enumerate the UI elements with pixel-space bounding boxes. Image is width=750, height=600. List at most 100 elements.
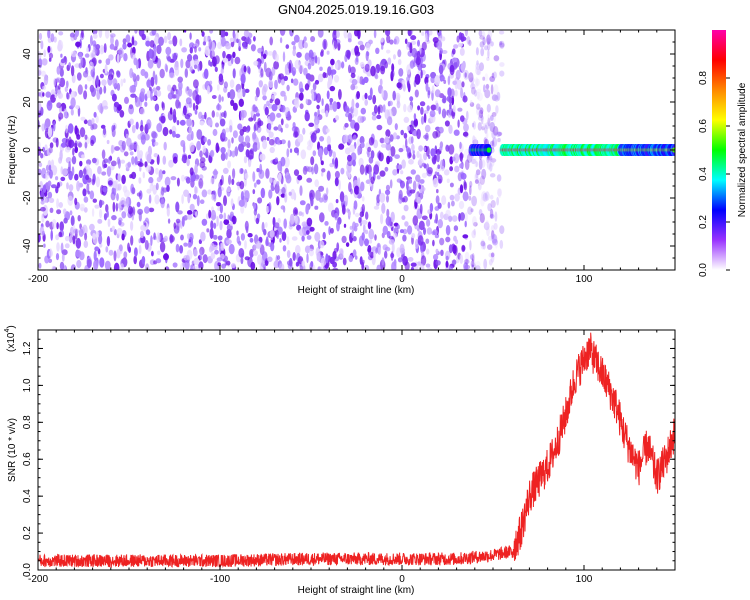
spectrogram-noise-cell <box>414 89 419 98</box>
spectrogram-noise-cell <box>327 66 332 76</box>
spectrogram-noise-cell <box>454 193 460 202</box>
spectrogram-noise-cell <box>201 218 208 226</box>
spectrogram-noise-cell <box>365 211 369 220</box>
spectrogram-noise-cell <box>59 68 64 77</box>
spectrogram-noise-cell <box>215 111 219 118</box>
spectrogram-noise-cell <box>393 38 397 45</box>
spectrogram-noise-cell <box>201 31 205 37</box>
spectrogram-noise-cell <box>166 207 170 217</box>
spectrogram-noise-cell <box>412 153 416 160</box>
spectrogram-noise-cell <box>445 209 451 217</box>
spectrogram-noise-cell <box>314 79 320 85</box>
spectrogram-noise-cell <box>47 30 51 39</box>
spectrogram-noise-cell <box>113 101 120 108</box>
spectrogram-noise-cell <box>253 244 257 250</box>
spectrogram-noise-cell <box>156 176 162 183</box>
spectrogram-noise-cell <box>150 90 153 101</box>
spectrogram-noise-cell <box>471 158 477 165</box>
spectrogram-noise-cell <box>255 240 262 249</box>
spectrogram-noise-cell <box>411 143 415 152</box>
spectrogram-noise-cell <box>326 50 330 55</box>
spectrogram-noise-cell <box>38 32 43 41</box>
spectrogram-noise-cell <box>490 200 496 208</box>
spectrogram-noise-cell <box>381 257 385 266</box>
spectrogram-noise-cell <box>220 241 225 251</box>
spectrogram-noise-cell <box>134 156 138 166</box>
spectrogram-noise-cell <box>210 220 214 230</box>
spectrogram-noise-cell <box>189 142 195 153</box>
spectrogram-noise-cell <box>210 177 215 185</box>
spectrogram-noise-cell <box>186 158 190 167</box>
spectrogram-noise-cell <box>306 230 310 235</box>
spectrogram-noise-cell <box>165 64 168 73</box>
spectrogram-noise-cell <box>483 258 488 270</box>
spectrogram-noise-cell <box>159 241 166 253</box>
spectrogram-noise-cell <box>274 183 280 195</box>
spectrogram-noise-cell <box>228 174 232 185</box>
spectrogram-noise-cell <box>130 235 134 246</box>
spectrogram-noise-cell <box>153 232 156 240</box>
spectrogram-noise-cell <box>144 161 148 168</box>
spectrogram-noise-cell <box>261 221 265 233</box>
spectrogram-noise-cell <box>83 90 88 100</box>
spectrogram-noise-cell <box>486 34 491 45</box>
spectrogram-noise-cell <box>167 32 172 41</box>
spectrogram-noise-cell <box>232 215 236 224</box>
spectrogram-noise-cell <box>263 61 267 73</box>
spectrogram-noise-cell <box>432 177 439 188</box>
spectrogram-noise-cell <box>486 226 490 237</box>
spectrogram-noise-cell <box>74 173 79 181</box>
spectrogram-noise-cell <box>68 184 74 192</box>
spectrogram-noise-cell <box>78 228 84 237</box>
spectrogram-noise-cell <box>50 229 53 241</box>
spectrogram-noise-cell <box>279 30 286 36</box>
spectrogram-noise-cell <box>181 47 188 53</box>
spectrogram-noise-cell <box>494 239 498 249</box>
spectrogram-noise-cell <box>303 67 308 76</box>
spectrogram-noise-cell <box>91 87 96 97</box>
spectrogram-noise-cell <box>423 227 426 236</box>
spectrogram-noise-cell <box>396 224 400 230</box>
y-tick-label: 0.6 <box>22 452 33 466</box>
spectrogram-noise-cell <box>381 88 384 99</box>
spectrogram-noise-cell <box>221 263 227 269</box>
spectrogram-noise-cell <box>71 155 77 165</box>
spectrogram-noise-cell <box>238 39 241 49</box>
spectrogram-noise-cell <box>499 41 503 46</box>
spectrogram-noise-cell <box>320 257 327 267</box>
spectrogram-noise-cell <box>181 157 185 162</box>
spectrogram-noise-cell <box>212 222 217 229</box>
spectrogram-noise-cell <box>60 53 63 58</box>
spectrogram-noise-cell <box>330 227 334 234</box>
colorbar-tick-label: 0.2 <box>698 215 709 229</box>
spectrogram-noise-cell <box>461 245 466 251</box>
spectrogram-noise-cell <box>489 213 495 219</box>
spectrogram-noise-cell <box>145 263 150 270</box>
spectrogram-noise-cell <box>293 34 300 43</box>
spectrogram-noise-cell <box>140 68 146 77</box>
spectrogram-noise-cell <box>485 131 489 140</box>
spectrogram-noise-cell <box>209 228 214 240</box>
spectrogram-noise-cell <box>131 36 135 46</box>
spectrogram-noise-cell <box>307 62 312 70</box>
spectrogram-noise-cell <box>305 73 312 80</box>
spectrogram-noise-cell <box>71 50 77 58</box>
spectrogram-noise-cell <box>401 215 406 221</box>
spectrogram-noise-cell <box>202 254 208 264</box>
spectrogram-noise-cell <box>70 264 76 270</box>
spectrogram-noise-cell <box>415 174 421 182</box>
spectrogram-noise-cell <box>365 164 369 174</box>
spectrogram-noise-cell <box>186 117 192 127</box>
spectrogram-noise-cell <box>42 92 45 97</box>
spectrogram-noise-cell <box>213 234 218 240</box>
spectrogram-noise-cell <box>99 257 105 268</box>
spectrogram-noise-cell <box>163 35 168 44</box>
spectrogram-noise-cell <box>230 198 234 207</box>
spectrogram-noise-cell <box>162 155 167 165</box>
spectrogram-noise-cell <box>135 121 139 130</box>
spectrogram-noise-cell <box>223 219 230 226</box>
spectrogram-x-axis: -200 -100 0 100 <box>28 30 676 285</box>
spectrogram-noise-cell <box>283 94 287 102</box>
spectrogram-noise-cell <box>323 146 329 156</box>
spectrogram-noise-cell <box>197 63 201 72</box>
